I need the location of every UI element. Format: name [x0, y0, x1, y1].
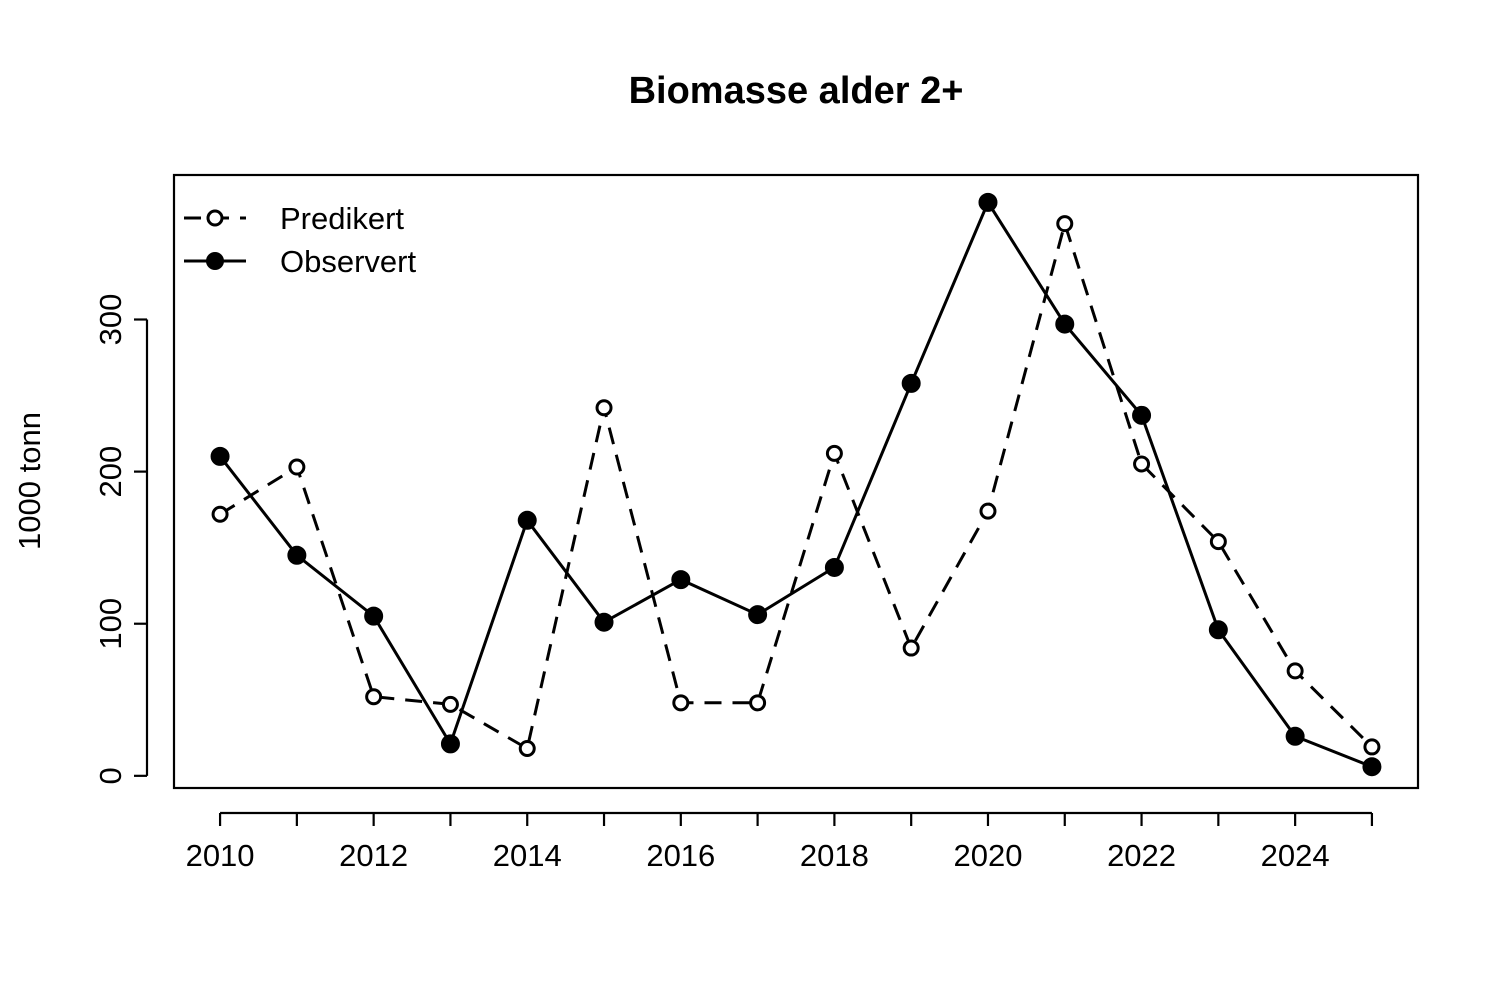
data-point	[364, 606, 384, 626]
data-point	[1362, 757, 1382, 777]
data-point	[440, 734, 460, 754]
x-tick-label: 2016	[646, 838, 715, 873]
x-tick-label: 2020	[953, 838, 1022, 873]
data-point	[1363, 738, 1381, 756]
chart-title: Biomasse alder 2+	[629, 70, 964, 112]
y-axis: 0 100 200 300	[93, 294, 149, 784]
data-point	[518, 739, 536, 757]
y-tick-label: 0	[93, 767, 128, 784]
x-tick-label: 2010	[186, 838, 255, 873]
legend-label: Predikert	[280, 201, 404, 236]
y-tick-label: 300	[93, 294, 128, 346]
data-point	[749, 694, 767, 712]
legend-marker	[206, 252, 224, 270]
series-observert	[210, 192, 1382, 777]
data-point	[1285, 726, 1305, 746]
series-predikert	[211, 215, 1381, 757]
x-tick-label: 2012	[339, 838, 408, 873]
data-point	[517, 510, 537, 530]
x-axis: 2010 2012 2014 2016 2018 2020 2022 2024	[186, 811, 1374, 873]
data-point	[748, 605, 768, 625]
legend-label: Observert	[280, 244, 416, 279]
series-layer	[210, 192, 1382, 777]
data-point	[1056, 215, 1074, 233]
data-point	[825, 444, 843, 462]
legend-marker	[206, 209, 224, 227]
data-point	[594, 612, 614, 632]
series-line	[218, 199, 1373, 769]
data-point	[441, 695, 459, 713]
data-point	[901, 373, 921, 393]
x-tick-label: 2022	[1107, 838, 1176, 873]
data-point	[979, 502, 997, 520]
y-axis-label: 1000 tonn	[12, 412, 47, 550]
plot-frame	[172, 173, 1420, 790]
data-point	[671, 570, 691, 590]
data-point	[1286, 662, 1304, 680]
data-point	[1209, 533, 1227, 551]
legend: Predikert Observert	[184, 201, 416, 279]
y-tick-label: 200	[93, 446, 128, 498]
legend-item: Observert	[184, 244, 416, 279]
data-point	[210, 446, 230, 466]
data-point	[1055, 314, 1075, 334]
data-point	[1208, 620, 1228, 640]
data-point	[211, 505, 229, 523]
data-point	[824, 557, 844, 577]
data-point	[902, 639, 920, 657]
data-point	[365, 688, 383, 706]
data-point	[287, 545, 307, 565]
series-line	[219, 218, 1373, 751]
y-tick-label: 100	[93, 598, 128, 650]
legend-item: Predikert	[184, 201, 404, 236]
data-point	[595, 399, 613, 417]
x-tick-label: 2018	[800, 838, 869, 873]
data-point	[288, 458, 306, 476]
data-point	[672, 694, 690, 712]
data-point	[978, 192, 998, 212]
data-point	[1133, 455, 1151, 473]
x-tick-label: 2014	[493, 838, 562, 873]
data-point	[1132, 405, 1152, 425]
x-tick-label: 2024	[1261, 838, 1330, 873]
